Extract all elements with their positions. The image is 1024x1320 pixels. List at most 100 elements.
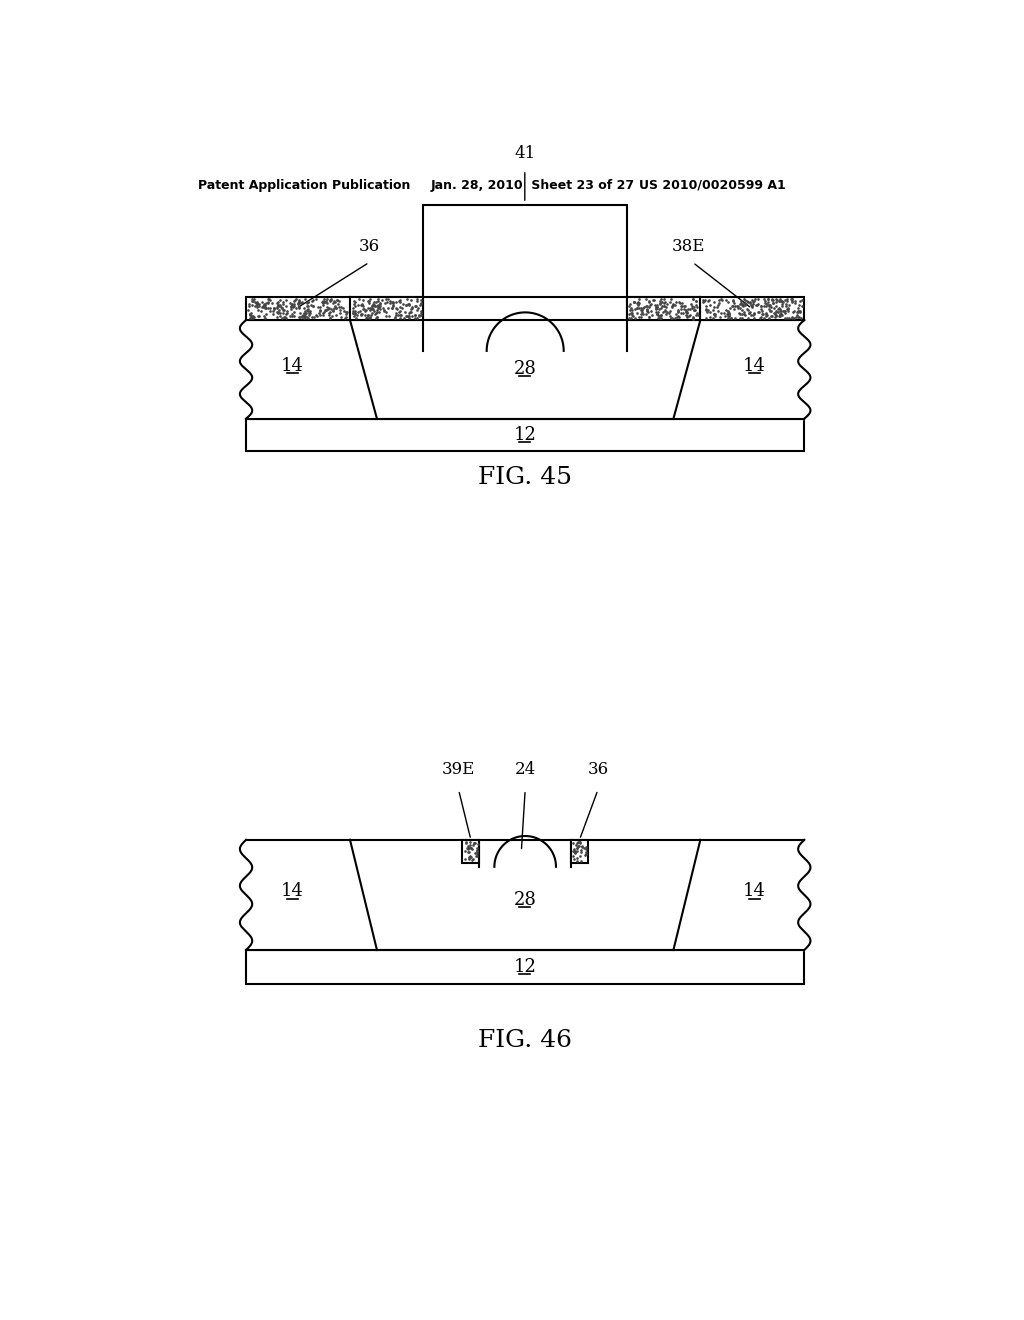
Point [400,305,417,326]
Bar [350,297,423,321]
Point [413,304,429,325]
Point [322,308,338,329]
Point [272,305,289,326]
Point [256,293,272,314]
Point [621,308,637,329]
Point [261,288,278,309]
Point [269,292,286,313]
Text: US 2010/0020599 A1: US 2010/0020599 A1 [639,178,785,191]
Point [376,301,392,322]
Point [656,300,673,321]
Point [774,305,791,326]
Point [743,296,760,317]
Point [392,308,409,329]
Point [282,305,298,326]
Point [379,292,395,313]
Point [457,849,473,870]
Point [384,297,400,318]
Point [395,294,412,315]
Point [694,290,711,312]
Point [271,294,288,315]
Point [765,298,781,319]
Point [778,308,795,329]
Point [264,292,281,313]
Point [649,294,666,315]
Point [731,302,748,323]
Point [251,293,267,314]
Point [699,290,716,312]
Point [642,294,658,315]
Point [697,298,714,319]
Point [245,308,261,329]
Point [286,294,302,315]
Point [777,289,794,310]
Point [253,301,269,322]
Point [736,289,753,310]
Point [783,308,800,329]
Point [347,294,364,315]
Point [673,294,689,315]
Point [568,850,585,871]
Point [572,841,589,862]
Point [257,294,273,315]
Point [282,293,298,314]
Point [656,292,673,313]
Point [707,304,723,325]
Point [461,841,477,862]
Point [365,298,381,319]
Point [768,292,784,313]
Point [765,289,781,310]
Point [791,306,807,327]
Point [758,296,774,317]
Point [244,294,260,315]
Point [652,288,669,309]
Point [684,289,700,310]
Point [244,289,260,310]
Point [773,304,790,325]
Point [314,294,331,315]
Point [325,300,341,321]
Point [291,298,307,319]
Point [760,289,776,310]
Point [359,304,376,325]
Point [321,298,337,319]
Point [345,293,361,314]
Point [680,298,696,319]
Point [362,288,379,309]
Point [371,301,387,322]
Point [275,306,292,327]
Point [315,289,332,310]
Point [663,288,679,309]
Point [318,297,335,318]
Point [652,308,669,329]
Bar [246,950,804,983]
Point [297,306,313,327]
Point [668,304,684,325]
Point [764,305,780,326]
Point [368,292,384,313]
Point [568,833,585,854]
Point [734,308,751,329]
Point [644,305,660,326]
Point [784,306,801,327]
Point [725,289,741,310]
Point [773,301,790,322]
Point [733,300,750,321]
Point [364,296,380,317]
Point [697,308,714,329]
Point [273,297,290,318]
Point [364,297,380,318]
Point [361,300,378,321]
Point [348,304,365,325]
Point [657,304,674,325]
Point [772,305,788,326]
Point [627,308,643,329]
Point [631,297,647,318]
Point [735,301,752,322]
Point [671,306,687,327]
Point [357,308,374,329]
Point [679,301,695,322]
Point [368,308,384,329]
Point [666,294,682,315]
Text: FIG. 46: FIG. 46 [478,1028,571,1052]
